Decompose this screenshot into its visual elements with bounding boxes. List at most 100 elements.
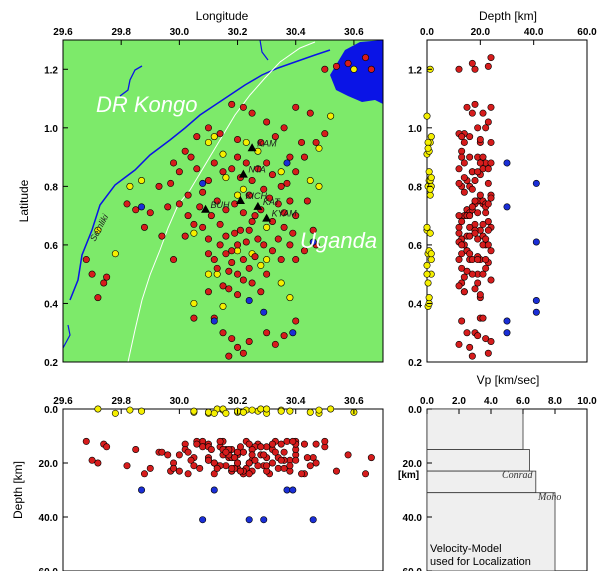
section-point-shallow (286, 407, 294, 415)
depth-point-shallow (424, 144, 432, 152)
epicenter-mid (306, 109, 314, 117)
depth-point-mid (460, 288, 468, 296)
section-point-mid (300, 440, 308, 448)
depth-point-deep (503, 317, 511, 325)
depth-point-mid (460, 159, 468, 167)
epicenter-mid (222, 206, 230, 214)
depth-point-shallow (423, 223, 431, 231)
x-tick-label: 29.6 (53, 396, 73, 407)
epicenter-shallow (190, 299, 198, 307)
depth-point-mid (463, 329, 471, 337)
depth-point-mid (458, 241, 466, 249)
depth-point-mid (484, 179, 492, 187)
section-point-deep (210, 486, 218, 494)
section-point-shallow (315, 406, 323, 414)
epicenter-shallow (213, 270, 221, 278)
station-marker (247, 143, 257, 152)
section-point-mid (286, 462, 294, 470)
epicenter-mid (146, 209, 154, 217)
section-point-shallow (306, 408, 314, 416)
depth-point-mid (487, 194, 495, 202)
section-point-shallow (190, 407, 198, 415)
epicenter-shallow (234, 191, 242, 199)
epicenter-mid (367, 65, 375, 73)
depth-point-mid (484, 349, 492, 357)
section-point-mid (263, 443, 271, 451)
depth-point-mid (484, 241, 492, 249)
x-tick-label: 29.6 (53, 27, 73, 38)
river-small-3 (259, 39, 269, 61)
section-point-mid (103, 443, 111, 451)
section-point-mid (207, 445, 215, 453)
section-point-mid (280, 464, 288, 472)
section-point-shallow (94, 405, 102, 413)
section-point-mid (245, 470, 253, 478)
section-point-mid (216, 437, 224, 445)
section-point-mid (140, 470, 148, 478)
epicenter-deep (283, 159, 291, 167)
section-point-mid (367, 454, 375, 462)
depth-point-deep (503, 159, 511, 167)
section-point-deep (289, 486, 297, 494)
epicenter-mid (204, 124, 212, 132)
epicenter-mid (222, 232, 230, 240)
section-point-mid (245, 459, 253, 467)
epicenter-mid (283, 179, 291, 187)
epicenter-mid (300, 247, 308, 255)
section-panel: Depth [km] 29.6 29.8 30.0 30.2 30.4 30.6 0.0 2… (11, 396, 384, 571)
epicenter-mid (190, 314, 198, 322)
section-point-mid (175, 451, 183, 459)
section-point-mid (251, 456, 259, 464)
x-tick-label: 30.2 (228, 27, 248, 38)
depth-point-mid (468, 185, 476, 193)
section-point-mid (228, 464, 236, 472)
section-point-mid (234, 459, 242, 467)
depth-point-mid (458, 153, 466, 161)
section-point-deep (138, 486, 146, 494)
section-point-mid (344, 451, 352, 459)
depth-point-deep (503, 329, 511, 337)
epicenter-mid (245, 338, 253, 346)
epicenter-shallow (219, 150, 227, 158)
station-marker (235, 196, 245, 204)
epicenter-shallow (190, 229, 198, 237)
depth-point-mid (484, 217, 492, 225)
epicenter-mid (199, 223, 207, 231)
depth-point-mid (458, 317, 466, 325)
x-tick-label: 60.0 (577, 27, 597, 38)
y-tick-label: 0.0 (408, 405, 422, 416)
y-tick-label: 0.8 (44, 182, 58, 193)
x-tick-label: 8.0 (548, 396, 562, 407)
depth-point-mid (484, 118, 492, 126)
epicenter-mid (260, 241, 268, 249)
epicenter-mid (158, 232, 166, 240)
section-point-shallow (210, 409, 218, 417)
depth-point-mid (471, 177, 479, 185)
epicenter-mid (266, 194, 274, 202)
depth-point-mid (474, 235, 482, 243)
depth-point-mid (479, 220, 487, 228)
depth-point-mid (482, 209, 490, 217)
epicenter-mid (82, 256, 90, 264)
section-point-mid (312, 459, 320, 467)
section-point-deep (245, 516, 253, 524)
depth-point-mid (484, 226, 492, 234)
section-point-deep (283, 486, 291, 494)
section-point-mid (234, 448, 242, 456)
epicenter-mid (234, 136, 242, 144)
epicenter-mid (228, 247, 236, 255)
epicenter-mid (228, 335, 236, 343)
epicenter-mid (239, 349, 247, 357)
epicenter-mid (277, 182, 285, 190)
section-point-mid (222, 462, 230, 470)
section-point-mid (88, 456, 96, 464)
section-point-mid (94, 459, 102, 467)
epicenter-shallow (138, 177, 146, 185)
section-point-mid (283, 437, 291, 445)
epicenter-mid (225, 285, 233, 293)
epicenter-mid (234, 291, 242, 299)
epicenter-mid (254, 165, 262, 173)
epicenter-mid (100, 279, 108, 287)
section-point-mid (271, 448, 279, 456)
